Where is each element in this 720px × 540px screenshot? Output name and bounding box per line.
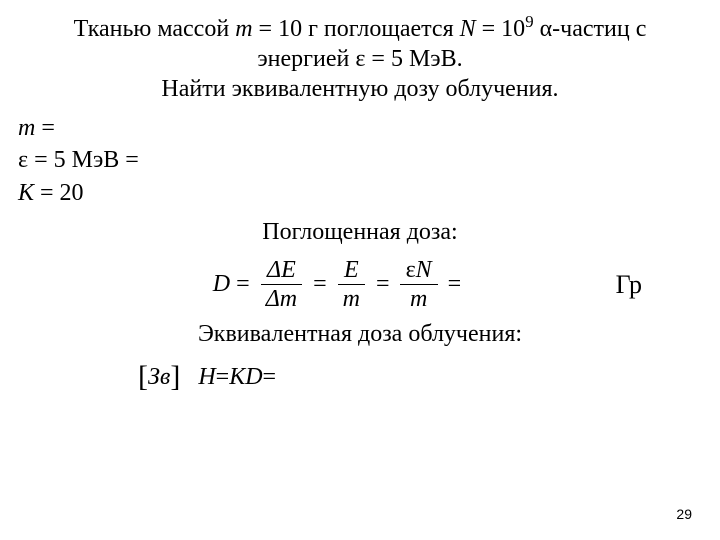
var-m: m xyxy=(235,16,252,42)
denominator: Δm xyxy=(260,285,303,311)
frac-dE-dm: ΔE Δm xyxy=(260,258,303,311)
page-number: 29 xyxy=(676,506,692,522)
problem-statement: Тканью массой m = 10 г поглощается N = 1… xyxy=(18,12,702,104)
var-K: K xyxy=(18,180,34,206)
text: α-частиц с xyxy=(534,16,647,42)
text: энергией ε = 5 МэВ. xyxy=(257,46,462,72)
text: Эквивалентная дозa облучения: xyxy=(198,321,522,347)
var-D: D xyxy=(213,271,230,298)
given-epsilon: ε = 5 МэВ = xyxy=(18,144,702,176)
equals-trailing: = xyxy=(263,364,277,391)
var-N: N xyxy=(460,16,476,42)
bracket-close: ] xyxy=(170,360,180,394)
var-H: H xyxy=(198,364,215,391)
E: E xyxy=(281,257,296,283)
text: ε = 5 МэВ = xyxy=(18,147,139,173)
text: Тканью массой xyxy=(74,16,236,42)
m: m xyxy=(280,286,297,312)
frac-E-m: E m xyxy=(337,258,366,311)
equals: = xyxy=(313,271,327,298)
numerator: ΔE xyxy=(261,258,302,285)
rhs-KD: KD xyxy=(229,364,262,391)
var-m: m xyxy=(18,115,35,141)
equals: = xyxy=(216,364,230,391)
equals: = xyxy=(448,271,462,298)
denominator: m xyxy=(404,285,433,311)
text: Поглощенная доза: xyxy=(262,219,457,245)
text: = 10 г поглощается xyxy=(253,16,460,42)
exp: 9 xyxy=(525,12,533,31)
text: = xyxy=(35,115,55,141)
unit-Gy: Гр xyxy=(616,270,642,300)
unit-Sv: Зв xyxy=(148,364,170,391)
equivalent-dose-label: Эквивалентная дозa облучения: xyxy=(18,321,702,348)
text: = 10 xyxy=(476,16,526,42)
absorbed-dose-label: Поглощенная доза: xyxy=(18,219,702,246)
text: Найти эквивалентную дозу облучения. xyxy=(161,76,558,102)
bracket-open: [ xyxy=(138,360,148,394)
equals: = xyxy=(376,271,390,298)
given-K: K = 20 xyxy=(18,177,702,209)
numerator: εN xyxy=(400,258,438,285)
N: N xyxy=(416,257,432,283)
numerator: E xyxy=(338,258,365,285)
formula-D: D = ΔE Δm = E m = εN m = Гр xyxy=(18,258,702,311)
denominator: m xyxy=(337,285,366,311)
text: = 20 xyxy=(34,180,84,206)
equals: = xyxy=(236,271,250,298)
given-m: m = xyxy=(18,112,702,144)
frac-epsN-m: εN m xyxy=(400,258,438,311)
formula-H: [ Зв ] H = KD = xyxy=(18,360,702,394)
slide-page: Тканью массой m = 10 г поглощается N = 1… xyxy=(0,0,720,540)
